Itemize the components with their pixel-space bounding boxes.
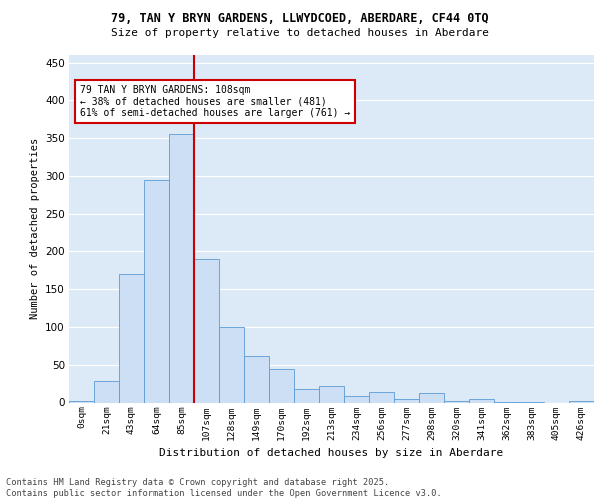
Bar xyxy=(269,368,294,402)
Bar xyxy=(369,392,394,402)
Bar xyxy=(294,389,319,402)
Bar xyxy=(444,401,469,402)
Bar xyxy=(144,180,169,402)
Text: Contains HM Land Registry data © Crown copyright and database right 2025.
Contai: Contains HM Land Registry data © Crown c… xyxy=(6,478,442,498)
Bar xyxy=(244,356,269,403)
Bar xyxy=(119,274,144,402)
Text: 79 TAN Y BRYN GARDENS: 108sqm
← 38% of detached houses are smaller (481)
61% of : 79 TAN Y BRYN GARDENS: 108sqm ← 38% of d… xyxy=(79,84,350,117)
Bar xyxy=(169,134,194,402)
Bar xyxy=(219,327,244,402)
Y-axis label: Number of detached properties: Number of detached properties xyxy=(29,138,40,320)
X-axis label: Distribution of detached houses by size in Aberdare: Distribution of detached houses by size … xyxy=(160,448,503,458)
Bar xyxy=(419,394,444,402)
Bar xyxy=(194,259,219,402)
Text: 79, TAN Y BRYN GARDENS, LLWYDCOED, ABERDARE, CF44 0TQ: 79, TAN Y BRYN GARDENS, LLWYDCOED, ABERD… xyxy=(111,12,489,26)
Bar xyxy=(94,382,119,402)
Bar xyxy=(394,398,419,402)
Bar xyxy=(569,401,594,402)
Bar xyxy=(319,386,344,402)
Bar xyxy=(344,396,369,402)
Bar xyxy=(69,401,94,402)
Bar xyxy=(469,398,494,402)
Text: Size of property relative to detached houses in Aberdare: Size of property relative to detached ho… xyxy=(111,28,489,38)
